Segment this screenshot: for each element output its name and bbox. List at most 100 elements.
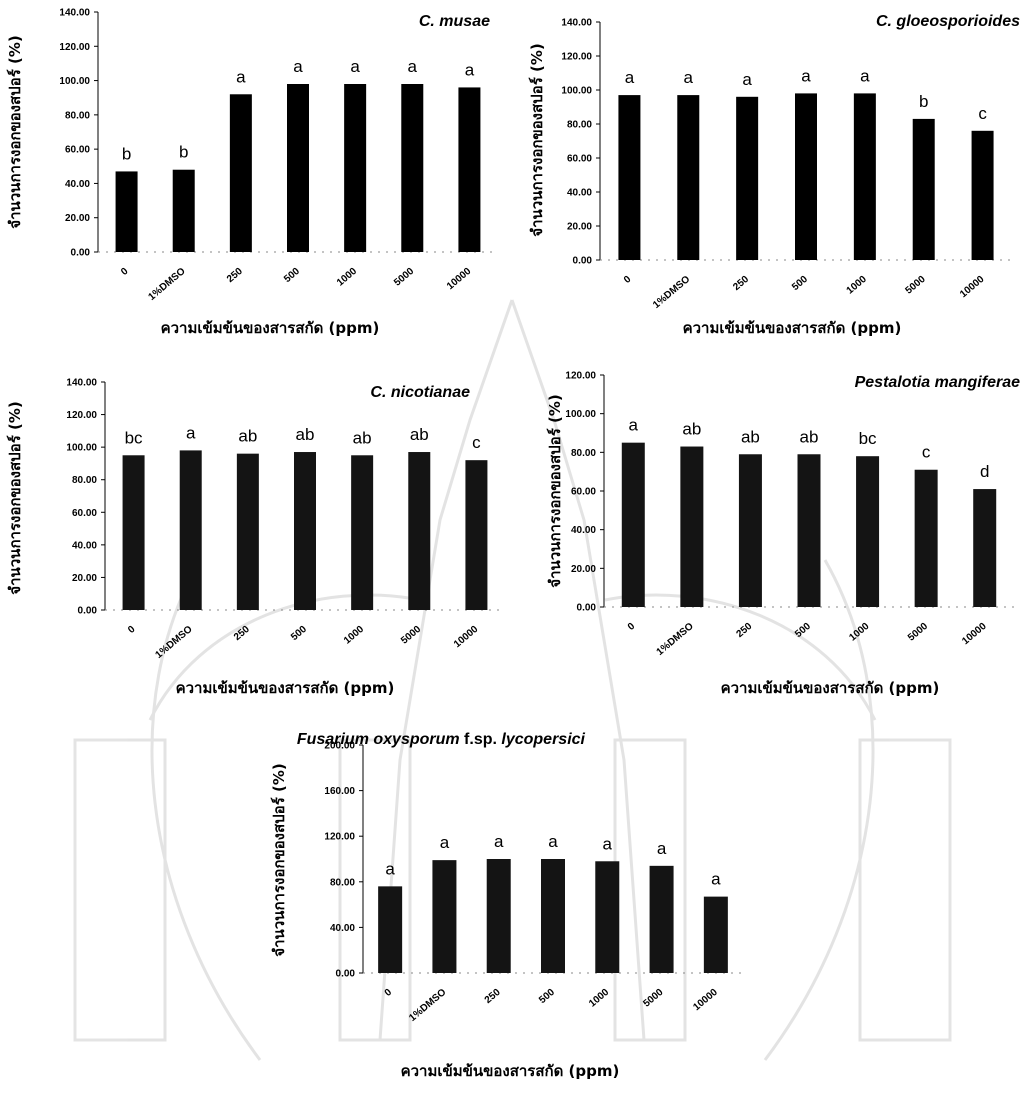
x-tick-label: 500 — [282, 266, 302, 285]
y-tick-label: 20.00 — [571, 564, 596, 575]
significance-letter: ab — [800, 427, 819, 446]
bar — [853, 93, 876, 261]
bar — [179, 450, 202, 610]
x-tick-label: 1000 — [335, 266, 359, 289]
bar — [680, 446, 704, 607]
x-tick-label: 1%DMSO — [651, 274, 692, 311]
y-tick-label: 0.00 — [577, 603, 597, 614]
bar — [229, 94, 252, 253]
significance-letter: a — [494, 832, 504, 851]
bar — [465, 460, 488, 610]
x-tick-label: 500 — [289, 624, 309, 643]
x-tick-label: 0 — [119, 266, 131, 278]
x-tick-label: 10000 — [445, 266, 474, 293]
y-axis-label: จำนวนการงอกของสปอร์ (%) — [528, 43, 546, 236]
bar — [595, 861, 620, 973]
bar — [172, 169, 195, 252]
chart-svg: C. musae 0.00 20.00 40.00 60.00 80.00 100.00 12… — [6, 8, 498, 337]
bar — [115, 171, 138, 252]
x-tick-label: 0 — [626, 621, 638, 633]
significance-letter: ab — [682, 420, 701, 439]
y-tick-label: 80.00 — [330, 877, 355, 888]
x-tick-label: 1000 — [587, 987, 611, 1010]
chart-svg: C. nicotianae 0.00 20.00 40.00 60.00 80.00 100… — [6, 378, 505, 697]
x-tick-label: 250 — [731, 274, 751, 293]
bar — [122, 455, 145, 610]
significance-letter: a — [625, 68, 635, 87]
y-tick-label: 140.00 — [59, 8, 90, 19]
chart-svg: Pestalotia mangiferae 0.00 20.00 40.00 60.00… — [546, 371, 1021, 698]
x-tick-label: 500 — [793, 621, 813, 640]
y-tick-label: 0.00 — [336, 969, 356, 980]
y-tick-label: 120.00 — [565, 371, 596, 382]
significance-letter: a — [684, 68, 694, 87]
chart-svg: C. gloeosporioides 0.00 20.00 40.00 60.00 80.… — [528, 13, 1020, 337]
chart-title: C. gloeosporioides — [876, 13, 1020, 30]
x-tick-label: 5000 — [399, 624, 423, 647]
significance-letter: a — [465, 60, 475, 79]
x-tick-label: 0 — [383, 987, 395, 999]
bar — [378, 886, 403, 973]
bar — [408, 452, 431, 610]
significance-letter: a — [350, 57, 360, 76]
bar — [912, 118, 935, 261]
x-tick-label: 10000 — [960, 621, 989, 648]
y-axis-label: จำนวนการงอกของสปอร์ (%) — [6, 35, 24, 228]
bar — [618, 95, 641, 260]
significance-letter: a — [657, 839, 667, 858]
y-tick-label: 80.00 — [65, 110, 90, 121]
x-tick-label: 5000 — [906, 621, 930, 644]
bar — [795, 93, 817, 261]
x-tick-label: 10000 — [691, 987, 720, 1014]
significance-letter: bc — [125, 428, 143, 447]
significance-letter: a — [408, 57, 418, 76]
y-tick-label: 100.00 — [59, 76, 90, 87]
chart-title-genus: Fusarium oxysporum — [297, 731, 460, 748]
significance-letter: a — [742, 70, 752, 89]
x-tick-label: 1%DMSO — [655, 621, 696, 658]
chart-title: C. nicotianae — [370, 384, 470, 401]
x-axis-label: ความเข้มข้นของสารสกัด (ppm) — [683, 319, 902, 337]
significance-letter: ab — [741, 427, 760, 446]
x-tick-label: 250 — [225, 266, 245, 285]
bar — [351, 455, 374, 610]
significance-letter: a — [293, 57, 303, 76]
y-tick-label: 20.00 — [65, 213, 90, 224]
x-tick-label: 1000 — [342, 624, 366, 647]
x-tick-label: 5000 — [641, 987, 665, 1010]
x-tick-label: 500 — [537, 987, 557, 1006]
x-tick-label: 5000 — [392, 266, 416, 289]
bar — [344, 84, 367, 252]
significance-letter: c — [978, 104, 987, 123]
y-tick-label: 40.00 — [330, 923, 355, 934]
bar — [971, 130, 994, 260]
significance-letter: ab — [238, 427, 257, 446]
y-tick-label: 40.00 — [72, 540, 97, 551]
y-axis-label: จำนวนการงอกของสปอร์ (%) — [270, 763, 288, 956]
significance-letter: a — [236, 67, 246, 86]
significance-letter: d — [980, 462, 989, 481]
y-tick-label: 120.00 — [66, 410, 97, 421]
y-axis-label: จำนวนการงอกของสปอร์ (%) — [546, 394, 564, 587]
x-tick-label: 500 — [790, 274, 810, 293]
bar — [458, 87, 481, 252]
bar — [541, 859, 565, 973]
y-tick-label: 60.00 — [567, 154, 592, 165]
y-tick-label: 200.00 — [324, 741, 355, 752]
chart-title: Pestalotia mangiferae — [855, 374, 1021, 391]
x-tick-label: 10000 — [452, 624, 481, 651]
bar — [703, 896, 728, 973]
significance-letter: c — [922, 443, 931, 462]
significance-letter: a — [186, 423, 196, 442]
y-tick-label: 20.00 — [72, 573, 97, 584]
bar — [287, 84, 309, 252]
bar — [914, 469, 938, 607]
y-tick-label: 120.00 — [561, 52, 592, 63]
y-tick-label: 40.00 — [65, 179, 90, 190]
bar — [856, 456, 880, 607]
y-tick-label: 60.00 — [65, 145, 90, 156]
y-tick-label: 100.00 — [66, 443, 97, 454]
bar — [432, 860, 457, 973]
y-tick-label: 0.00 — [78, 606, 98, 617]
y-tick-label: 120.00 — [59, 42, 90, 53]
